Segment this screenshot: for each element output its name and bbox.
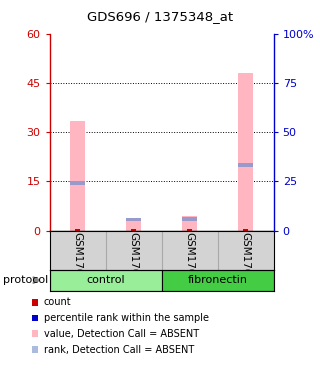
Bar bbox=[238, 164, 253, 167]
Bar bbox=[162, 270, 274, 291]
Bar bbox=[187, 229, 192, 231]
Bar bbox=[182, 217, 197, 221]
Bar bbox=[243, 229, 248, 231]
Bar bbox=[126, 217, 141, 221]
Text: GSM17080: GSM17080 bbox=[241, 232, 251, 288]
Text: GSM17077: GSM17077 bbox=[73, 232, 83, 288]
Bar bbox=[50, 270, 162, 291]
Bar bbox=[182, 216, 197, 231]
Text: GSM17079: GSM17079 bbox=[185, 232, 195, 288]
Bar bbox=[70, 182, 85, 185]
Text: GDS696 / 1375348_at: GDS696 / 1375348_at bbox=[87, 10, 233, 23]
Text: protocol: protocol bbox=[3, 275, 48, 285]
Text: percentile rank within the sample: percentile rank within the sample bbox=[44, 313, 209, 323]
Bar bbox=[238, 73, 253, 231]
Bar bbox=[131, 229, 136, 231]
Text: GSM17078: GSM17078 bbox=[129, 232, 139, 288]
Bar bbox=[75, 229, 80, 231]
Text: control: control bbox=[86, 275, 125, 285]
Bar bbox=[70, 121, 85, 231]
Text: value, Detection Call = ABSENT: value, Detection Call = ABSENT bbox=[44, 329, 199, 339]
Text: count: count bbox=[44, 297, 71, 307]
Bar bbox=[126, 217, 141, 231]
Text: fibronectin: fibronectin bbox=[188, 275, 248, 285]
Text: rank, Detection Call = ABSENT: rank, Detection Call = ABSENT bbox=[44, 345, 194, 354]
